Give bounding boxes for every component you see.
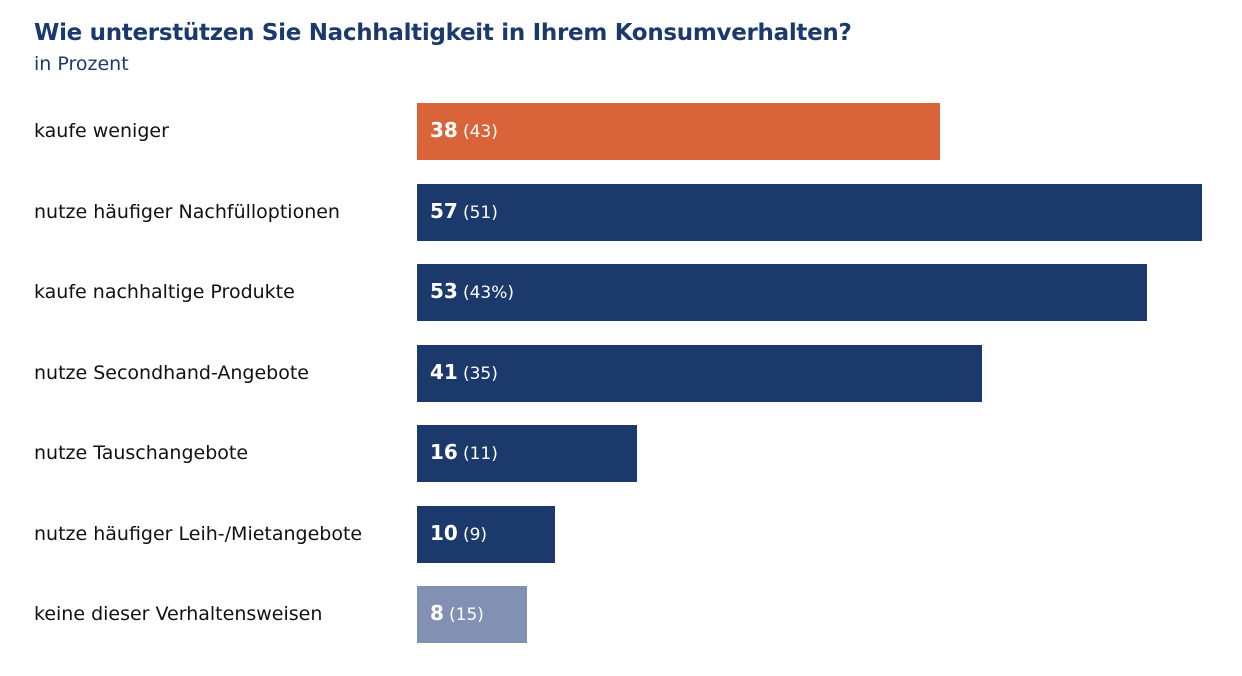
data-label: 53 (43%) <box>430 264 514 321</box>
category-label: nutze Tauschangebote <box>34 442 249 464</box>
category-label: keine dieser Verhaltensweisen <box>34 603 323 625</box>
value-label: 53 <box>430 279 458 303</box>
category-label: nutze häufiger Nachfülloptionen <box>34 200 340 223</box>
bar-row: nutze häufiger Nachfülloptionen 57 (51) <box>0 183 1242 241</box>
data-label: 57 (51) <box>430 184 498 241</box>
value-label: 8 <box>430 601 444 625</box>
category-label: kaufe weniger <box>34 120 169 142</box>
previous-value-label: (9) <box>462 524 488 545</box>
chart-subtitle: in Prozent <box>34 53 129 75</box>
previous-value-label: (43%) <box>462 283 514 303</box>
bar: 10 (9) <box>417 505 555 563</box>
value-label: 16 <box>430 440 458 464</box>
previous-value-label: (11) <box>462 444 498 464</box>
bar: 16 (11) <box>417 425 638 482</box>
chart-title: Wie unterstützen Sie Nachhaltigkeit in I… <box>34 20 852 46</box>
bar: 57 (51) <box>417 183 1202 241</box>
category-label: nutze häufiger Leih-/Mietangebote <box>34 522 363 545</box>
previous-value-label: (43) <box>462 122 498 142</box>
value-label: 38 <box>430 118 458 142</box>
bar: 38 (43) <box>417 103 941 160</box>
category-label: nutze Secondhand-Angebote <box>34 361 309 384</box>
bar: 53 (43%) <box>417 264 1147 321</box>
value-label: 57 <box>430 198 458 223</box>
bar-row: keine dieser Verhaltensweisen 8 (15) <box>0 586 1242 643</box>
data-label: 16 (11) <box>430 425 498 482</box>
bar: 41 (35) <box>417 344 982 402</box>
category-label: kaufe nachhaltige Produkte <box>34 281 295 303</box>
bar-row: nutze Tauschangebote 16 (11) <box>0 425 1242 482</box>
bar-row: nutze häufiger Leih-/Mietangebote 10 (9) <box>0 505 1242 563</box>
value-label: 41 <box>430 359 458 384</box>
bar-row: nutze Secondhand-Angebote 41 (35) <box>0 344 1242 402</box>
bar-row: kaufe nachhaltige Produkte 53 (43%) <box>0 264 1242 321</box>
previous-value-label: (35) <box>462 363 498 384</box>
data-label: 10 (9) <box>430 506 487 563</box>
bar-row: kaufe weniger 38 (43) <box>0 103 1242 160</box>
value-label: 10 <box>430 520 458 545</box>
data-label: 8 (15) <box>430 586 484 643</box>
data-label: 41 (35) <box>430 345 498 402</box>
previous-value-label: (15) <box>449 605 484 625</box>
bar: 8 (15) <box>417 586 528 643</box>
previous-value-label: (51) <box>462 202 498 223</box>
data-label: 38 (43) <box>430 103 498 160</box>
